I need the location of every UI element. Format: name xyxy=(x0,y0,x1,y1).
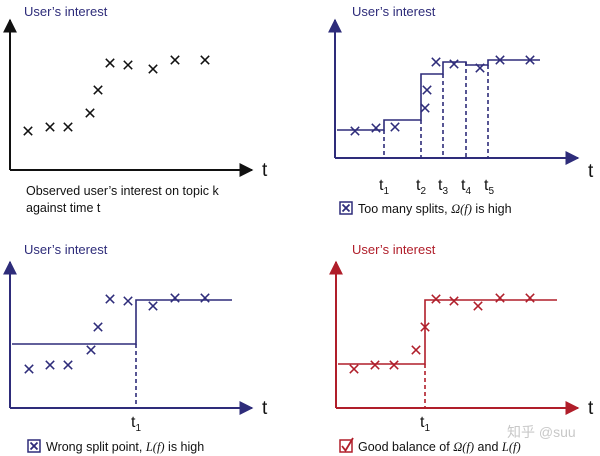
data-point-marker xyxy=(390,122,400,132)
data-point-marker xyxy=(63,360,73,370)
data-point-marker xyxy=(200,293,210,303)
data-point-marker xyxy=(449,59,459,69)
split-tick-label: t1 xyxy=(379,177,389,197)
data-point-marker xyxy=(420,322,430,332)
data-point-marker xyxy=(422,85,432,95)
cross-box-icon xyxy=(27,439,41,453)
data-point-marker xyxy=(473,301,483,311)
panel-wrong-split: User’s interest t t1 Wrong split point, … xyxy=(2,242,268,454)
data-point-marker xyxy=(45,122,55,132)
data-point-marker xyxy=(525,293,535,303)
cross-box-icon xyxy=(339,201,353,215)
split-tick-label: t5 xyxy=(484,177,494,197)
data-point-marker xyxy=(170,293,180,303)
caption-line2: against time t xyxy=(26,201,101,215)
panel-observed: User’s interest t Observed user’s intere… xyxy=(2,4,268,215)
data-point-marker xyxy=(431,57,441,67)
data-point-marker xyxy=(370,360,380,370)
cross-mark xyxy=(341,203,351,213)
split-tick-label: t2 xyxy=(416,177,426,197)
data-point-marker xyxy=(170,55,180,65)
x-axis-label: t xyxy=(588,398,594,419)
caption-line1: Observed user’s interest on topic k xyxy=(26,184,219,198)
caption-post: is high xyxy=(165,440,205,454)
data-point-marker xyxy=(431,294,441,304)
data-point-marker xyxy=(85,108,95,118)
data-point-marker xyxy=(45,360,55,370)
data-point-marker xyxy=(123,60,133,70)
data-points xyxy=(350,55,535,136)
svg-text:Good balance of Ω(f) and L(f): Good balance of Ω(f) and L(f) xyxy=(358,440,521,454)
split-tick-label: t1 xyxy=(420,414,430,434)
split-lines xyxy=(383,62,489,158)
data-point-marker xyxy=(93,85,103,95)
x-axis-label: t xyxy=(262,160,268,181)
data-point-marker xyxy=(86,345,96,355)
data-points xyxy=(23,55,210,136)
caption-post: is high xyxy=(472,202,512,216)
caption-pre: Wrong split point, xyxy=(46,440,146,454)
watermark: 知乎 @suu xyxy=(507,424,576,440)
panel-too-many-splits: User’s interest t t1 t2 t3 t4 t5 Too many sp… xyxy=(328,4,594,216)
data-point-marker xyxy=(105,294,115,304)
x-axis-label: t xyxy=(262,398,268,419)
data-point-marker xyxy=(105,58,115,68)
split-tick-label: t1 xyxy=(131,414,141,434)
check-box-icon xyxy=(339,439,353,453)
data-point-marker xyxy=(371,123,381,133)
svg-text:Wrong split point, L(f) is hig: Wrong split point, L(f) is high xyxy=(46,440,204,454)
data-points xyxy=(24,293,210,374)
data-point-marker xyxy=(411,345,421,355)
data-point-marker xyxy=(200,55,210,65)
data-point-marker xyxy=(23,126,33,136)
step-function xyxy=(338,299,557,365)
data-point-marker xyxy=(349,364,359,374)
caption-math: L(f) xyxy=(145,440,165,454)
data-point-marker xyxy=(449,296,459,306)
caption: Wrong split point, L(f) is high xyxy=(27,439,204,454)
caption-math2: L(f) xyxy=(501,440,521,454)
caption: Good balance of Ω(f) and L(f) xyxy=(339,437,521,454)
y-axis-label: User’s interest xyxy=(24,4,108,19)
step-function xyxy=(12,299,232,345)
data-points xyxy=(349,293,535,374)
cross-mark xyxy=(29,441,39,451)
data-point-marker xyxy=(389,360,399,370)
split-tick-labels: t1 t2 t3 t4 t5 xyxy=(379,177,494,197)
svg-text:Too many splits, Ω(f) is high: Too many splits, Ω(f) is high xyxy=(358,202,512,216)
caption-math: Ω(f) xyxy=(451,202,472,216)
data-point-marker xyxy=(63,122,73,132)
data-point-marker xyxy=(24,364,34,374)
data-point-marker xyxy=(148,64,158,74)
data-point-marker xyxy=(123,296,133,306)
data-point-marker xyxy=(420,103,430,113)
caption-mid: and xyxy=(474,440,502,454)
data-point-marker xyxy=(148,301,158,311)
y-axis-label: User’s interest xyxy=(24,242,108,257)
x-axis-label: t xyxy=(588,161,594,182)
check-mark xyxy=(341,437,354,453)
data-point-marker xyxy=(495,293,505,303)
split-tick-label: t4 xyxy=(461,177,471,197)
y-axis-label: User’s interest xyxy=(352,4,436,19)
data-point-marker xyxy=(350,126,360,136)
caption-math1: Ω(f) xyxy=(453,440,474,454)
caption: Too many splits, Ω(f) is high xyxy=(339,201,512,216)
data-point-marker xyxy=(525,55,535,65)
panel-good-balance: User’s interest t t1 Good balance of Ω(f… xyxy=(329,242,594,454)
y-axis-label: User’s interest xyxy=(352,242,436,257)
data-point-marker xyxy=(93,322,103,332)
step-function xyxy=(337,59,540,131)
data-point-marker xyxy=(495,55,505,65)
caption-pre: Good balance of xyxy=(358,440,453,454)
split-tick-label: t3 xyxy=(438,177,448,197)
caption-pre: Too many splits, xyxy=(358,202,451,216)
data-point-marker xyxy=(475,63,485,73)
